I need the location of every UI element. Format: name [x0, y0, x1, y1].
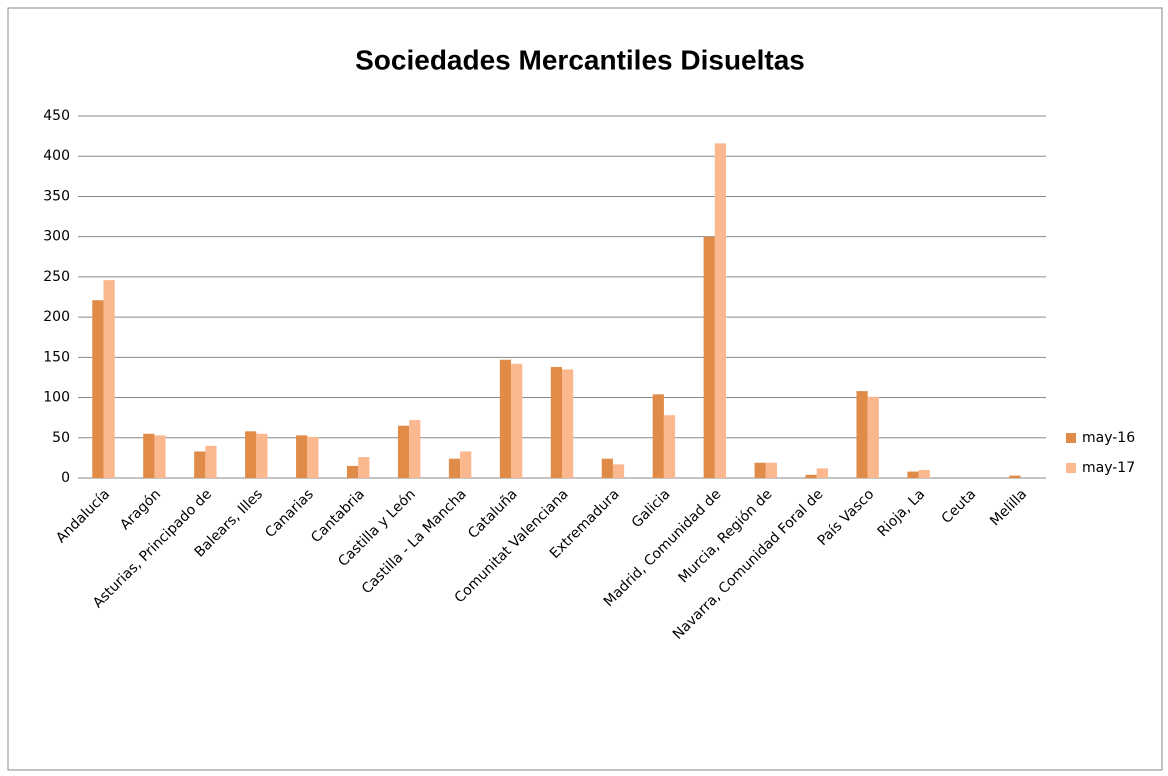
bar	[296, 435, 308, 478]
bar	[805, 474, 817, 478]
bar	[550, 366, 562, 478]
bar	[103, 280, 115, 478]
y-tick-label: 450	[43, 108, 70, 124]
legend-label: may-16	[1082, 430, 1135, 446]
bar	[511, 363, 523, 478]
chart-border	[7, 7, 1163, 771]
bar	[765, 462, 777, 478]
bar	[918, 469, 930, 478]
bar	[562, 369, 574, 478]
bar	[499, 359, 512, 478]
bar	[194, 451, 206, 478]
bar	[1009, 475, 1021, 478]
bar	[867, 396, 879, 478]
bar	[714, 143, 727, 478]
bar	[856, 391, 868, 478]
legend-swatch	[1066, 463, 1076, 473]
bar	[816, 468, 828, 478]
y-tick-label: 50	[52, 430, 70, 446]
bar	[358, 457, 370, 478]
bar	[92, 300, 104, 478]
y-tick-label: 200	[43, 309, 70, 325]
bar	[256, 433, 268, 478]
bar	[907, 471, 919, 478]
bar	[154, 435, 166, 478]
y-tick-label: 350	[43, 188, 70, 204]
bar	[307, 436, 319, 478]
chart-title: Sociedades Mercantiles Disueltas	[355, 44, 805, 75]
y-tick-label: 0	[61, 470, 70, 486]
bar	[652, 394, 664, 478]
bar	[703, 236, 715, 478]
bar	[409, 420, 421, 478]
bar	[205, 445, 217, 478]
y-tick-label: 400	[43, 148, 70, 164]
bar	[245, 431, 257, 478]
bar	[460, 451, 472, 478]
bar	[397, 425, 410, 478]
y-tick-label: 300	[43, 229, 70, 245]
legend-label: may-17	[1082, 460, 1135, 476]
bar	[663, 415, 676, 478]
legend-swatch	[1066, 433, 1076, 443]
bar	[347, 465, 359, 478]
bar	[448, 458, 461, 478]
bar	[612, 464, 625, 478]
bar	[601, 458, 613, 478]
bar	[143, 433, 155, 478]
y-tick-label: 150	[43, 349, 70, 365]
y-tick-label: 100	[43, 390, 70, 406]
bar	[754, 462, 766, 478]
y-tick-label: 250	[43, 269, 70, 285]
